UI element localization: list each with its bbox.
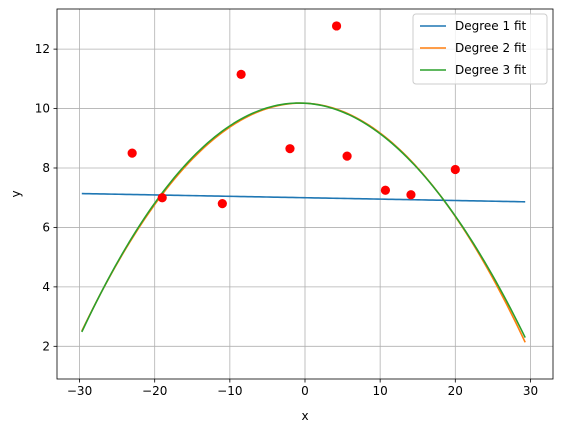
data-point xyxy=(380,185,391,195)
x-tick-label: −20 xyxy=(142,384,167,398)
data-point xyxy=(342,151,352,161)
data-point xyxy=(450,164,460,175)
y-axis-label: y xyxy=(9,190,23,197)
y-tick-label: 10 xyxy=(35,102,50,116)
data-point xyxy=(127,148,137,158)
legend-label-degree-2: Degree 2 fit xyxy=(455,41,526,55)
fit-line-degree-1 xyxy=(81,192,526,203)
x-tick-label: −30 xyxy=(67,384,92,398)
x-tick-label: 20 xyxy=(448,384,463,398)
legend-label-degree-3: Degree 3 fit xyxy=(455,63,526,77)
data-point xyxy=(236,69,246,79)
y-tick-label: 4 xyxy=(42,280,50,294)
x-tick-label: 10 xyxy=(373,384,388,398)
x-tick-label: 30 xyxy=(523,384,538,398)
legend-label-degree-1: Degree 1 fit xyxy=(455,19,526,33)
data-point xyxy=(331,21,342,31)
y-tick-label: 6 xyxy=(42,220,50,234)
fit-lines xyxy=(81,102,526,343)
x-tick-label: −10 xyxy=(217,384,242,398)
legend: Degree 1 fit Degree 2 fit Degree 3 fit xyxy=(412,13,548,85)
y-tick-label: 8 xyxy=(42,161,50,175)
data-point xyxy=(217,199,227,209)
y-tick-label: 2 xyxy=(42,339,50,353)
x-axis-label: x xyxy=(301,409,308,423)
ticks: −30 −20 −10 0 10 20 30 2 4 6 8 10 12 xyxy=(35,42,538,398)
data-point xyxy=(406,190,416,200)
fit-line-degree-3 xyxy=(81,102,526,338)
x-tick-label: 0 xyxy=(301,384,309,398)
y-tick-label: 12 xyxy=(35,42,50,56)
data-points xyxy=(127,21,460,209)
data-point xyxy=(285,144,295,154)
legend-box xyxy=(412,13,548,85)
data-point xyxy=(157,193,167,203)
